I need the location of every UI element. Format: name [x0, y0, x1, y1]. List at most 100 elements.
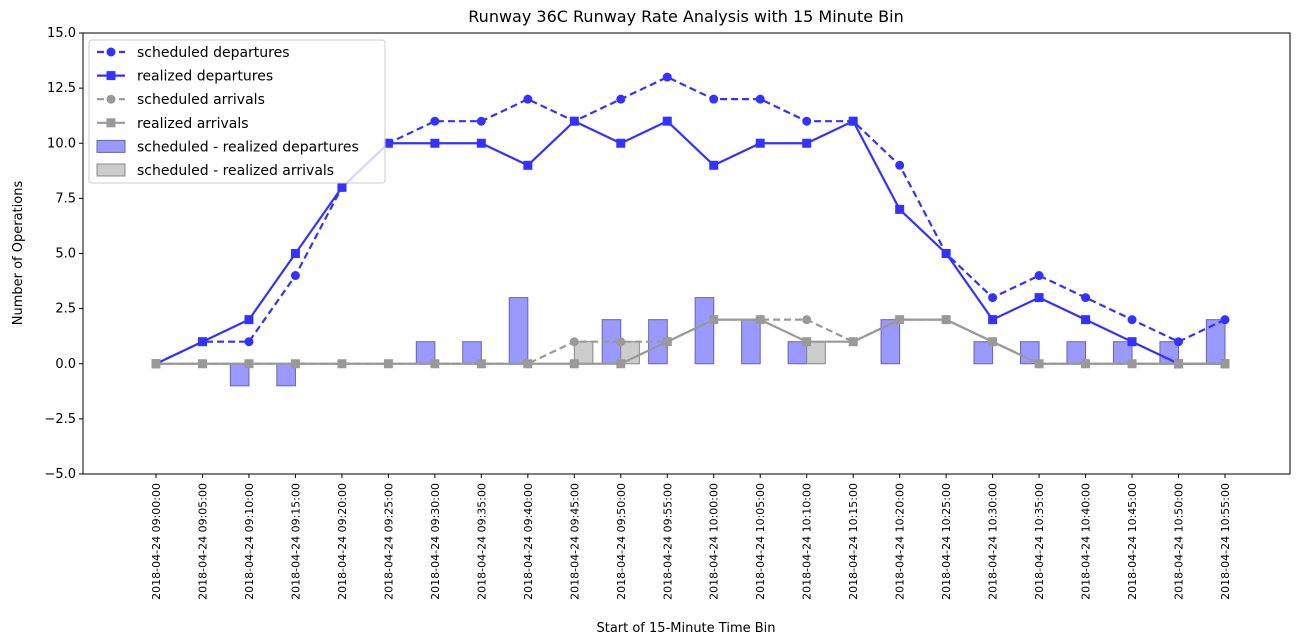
marker [476, 359, 486, 369]
x-tick-label: 2018-04-24 09:30:00 [429, 483, 442, 600]
x-tick-label: 2018-04-24 10:35:00 [1033, 483, 1046, 600]
marker [802, 116, 812, 126]
marker [662, 337, 672, 347]
marker [430, 138, 440, 148]
bar [880, 319, 901, 365]
legend-marker [106, 47, 116, 57]
marker [616, 337, 626, 347]
marker [337, 359, 347, 369]
y-tick-label: 15.0 [47, 26, 76, 41]
marker [709, 315, 719, 325]
y-tick-label: −5.0 [44, 467, 76, 482]
legend-marker [106, 94, 116, 104]
chart-title: Runway 36C Runway Rate Analysis with 15 … [468, 7, 903, 26]
marker [569, 116, 579, 126]
marker [1081, 315, 1091, 325]
marker [988, 315, 998, 325]
x-tick-label: 2018-04-24 10:55:00 [1219, 483, 1232, 600]
marker [290, 359, 300, 369]
x-tick-label: 2018-04-24 09:50:00 [615, 483, 628, 600]
x-axis-label: Start of 15-Minute Time Bin [596, 621, 775, 636]
x-tick-label: 2018-04-24 09:40:00 [522, 483, 535, 600]
x-tick-label: 2018-04-24 09:55:00 [661, 483, 674, 600]
marker [337, 182, 347, 192]
marker [383, 138, 393, 148]
marker [1127, 359, 1137, 369]
marker [1081, 293, 1091, 303]
marker [197, 359, 207, 369]
marker [755, 138, 765, 148]
marker [616, 94, 626, 104]
marker [662, 72, 672, 82]
legend-label: realized departures [137, 69, 273, 85]
marker [383, 359, 393, 369]
x-tick-label: 2018-04-24 09:15:00 [289, 483, 302, 600]
marker [1034, 359, 1044, 369]
x-tick-label: 2018-04-24 09:20:00 [336, 483, 349, 600]
bar [508, 297, 529, 365]
marker [895, 160, 905, 170]
marker [430, 116, 440, 126]
marker [802, 138, 812, 148]
marker [895, 204, 905, 214]
marker [802, 337, 812, 347]
x-tick-label: 2018-04-24 09:10:00 [243, 483, 256, 600]
marker [244, 359, 254, 369]
x-tick-label: 2018-04-24 10:20:00 [894, 483, 907, 600]
y-tick-label: −2.5 [44, 412, 76, 427]
marker [709, 94, 719, 104]
x-tick-label: 2018-04-24 10:05:00 [754, 483, 767, 600]
marker [1034, 293, 1044, 303]
line [156, 318, 1225, 365]
marker [1174, 337, 1184, 347]
x-tick-label: 2018-04-24 10:15:00 [847, 483, 860, 600]
marker [523, 160, 533, 170]
marker [616, 138, 626, 148]
legend-marker [106, 118, 116, 128]
marker [1127, 315, 1137, 325]
x-tick-label: 2018-04-24 09:05:00 [196, 483, 209, 600]
marker [941, 315, 951, 325]
legend-box [88, 39, 386, 184]
x-tick-label: 2018-04-24 09:45:00 [568, 483, 581, 600]
x-tick-label: 2018-04-24 10:30:00 [987, 483, 1000, 600]
x-tick-label: 2018-04-24 09:35:00 [475, 483, 488, 600]
legend-label: scheduled - realized arrivals [137, 163, 334, 179]
x-tick-label: 2018-04-24 10:10:00 [801, 483, 814, 600]
y-axis-label: Number of Operations [11, 181, 26, 326]
marker [244, 315, 254, 325]
marker [848, 337, 858, 347]
x-tick-label: 2018-04-24 09:25:00 [382, 483, 395, 600]
marker [895, 315, 905, 325]
x-tick-label: 2018-04-24 10:50:00 [1173, 483, 1186, 600]
marker [1220, 359, 1230, 369]
x-tick-label: 2018-04-24 10:40:00 [1080, 483, 1093, 600]
marker [290, 271, 300, 281]
marker [476, 116, 486, 126]
x-tick-label: 2018-04-24 10:45:00 [1126, 483, 1139, 600]
bar [741, 319, 761, 365]
marker [755, 315, 765, 325]
marker [755, 94, 765, 104]
marker [616, 359, 626, 369]
y-tick-label: 2.5 [55, 302, 76, 317]
marker [988, 293, 998, 303]
legend-label: scheduled arrivals [137, 92, 265, 108]
y-tick-label: 5.0 [55, 247, 76, 262]
marker [476, 138, 486, 148]
marker [151, 359, 161, 369]
marker [988, 337, 998, 347]
marker [523, 94, 533, 104]
y-tick-label: 10.0 [47, 136, 76, 151]
marker [569, 337, 579, 347]
marker [1174, 359, 1184, 369]
x-tick-label: 2018-04-24 10:25:00 [940, 483, 953, 600]
marker [290, 249, 300, 258]
marker [523, 359, 533, 369]
marker [569, 359, 579, 369]
y-tick-label: 0.0 [55, 357, 76, 372]
legend: scheduled departures realized departures s… [88, 39, 386, 184]
marker [1081, 359, 1091, 369]
marker [662, 116, 672, 126]
